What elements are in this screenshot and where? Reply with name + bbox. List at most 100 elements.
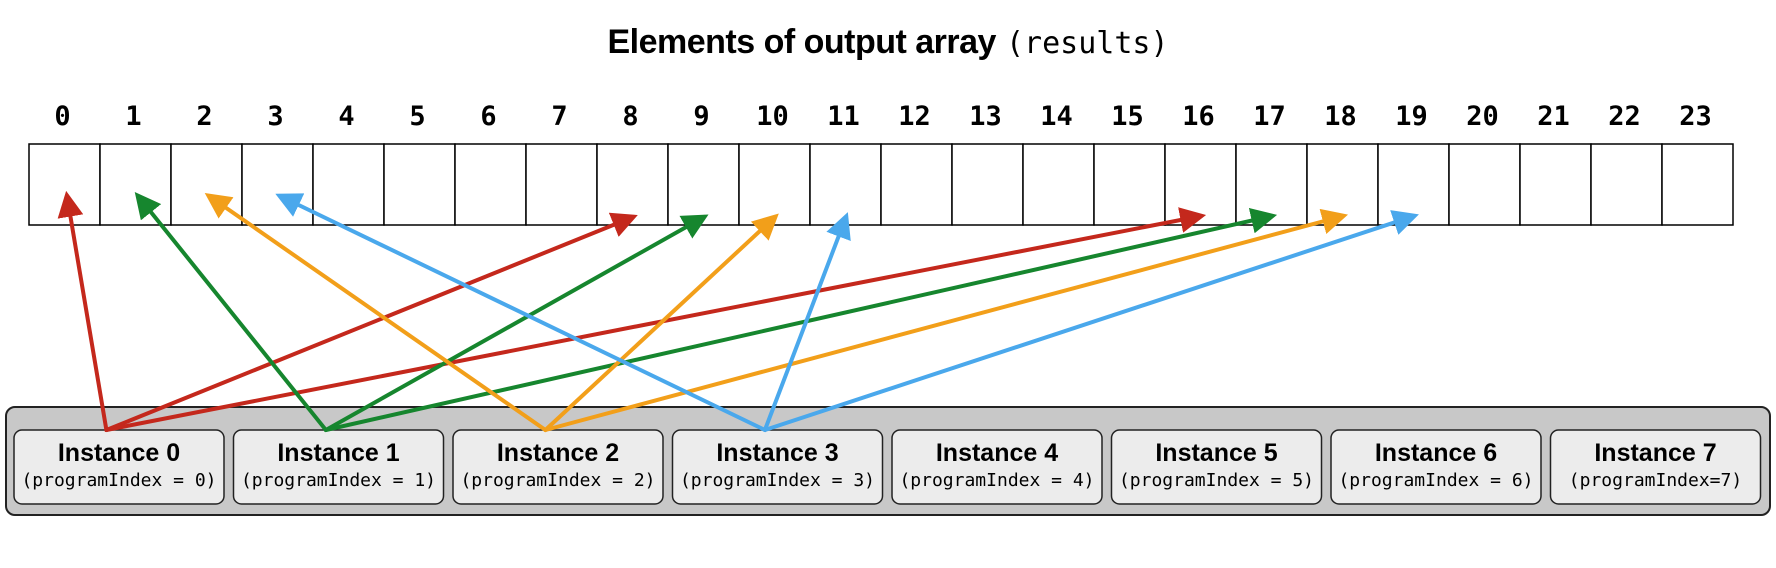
arrow-instance-3-to-element-19 [762,210,1419,432]
instance-program-index: (programIndex = 2) [460,470,655,491]
array-index-23: 23 [1679,101,1712,132]
instance-0: Instance 0 (programIndex = 0) [13,429,225,505]
instance-3: Instance 3 (programIndex = 3) [671,429,884,505]
array-cell-0 [28,143,101,226]
instances-panel [5,406,1771,516]
instance-program-index: (programIndex = 6) [1338,470,1533,491]
array-cell-15 [1093,143,1166,226]
diagram-title: Elements of output array (results) [607,23,1168,61]
instance-2: Instance 2 (programIndex = 2) [452,429,664,505]
arrow-instance-2-to-element-2 [204,193,548,432]
instance-box [452,429,664,505]
array-index-15: 15 [1111,101,1144,132]
array-cell-6 [454,143,527,226]
instance-1: Instance 1 (programIndex = 1) [232,429,445,505]
array-index-1: 1 [125,101,141,132]
array-cell-14 [1022,143,1095,226]
array-index-8: 8 [622,101,638,132]
array-index-5: 5 [409,101,425,132]
array-cell-12 [880,143,953,226]
instance-program-index: (programIndex = 5) [1119,470,1314,491]
array-index-16: 16 [1182,101,1215,132]
array-index-7: 7 [551,101,567,132]
arrow-instance-0-to-element-16 [104,207,1207,432]
instance-program-index: (programIndex = 3) [680,470,875,491]
arrow-instance-0-to-element-0 [57,190,109,432]
instance-box [891,429,1103,505]
array-index-0: 0 [54,101,70,132]
instances-row: Instance 0 (programIndex = 0) Instance 1 (p… [13,429,1762,505]
array-cell-18 [1306,143,1379,226]
array-cell-17 [1235,143,1308,226]
array-cell-10 [738,143,811,226]
array-index-13: 13 [969,101,1002,132]
title-main: Elements of output array [607,23,996,61]
instance-name: Instance 1 [277,439,399,467]
arrow-instance-1-to-element-9 [323,214,709,432]
output-array [28,143,1734,226]
array-index-17: 17 [1253,101,1286,132]
array-index-2: 2 [196,101,212,132]
array-cell-8 [596,143,669,226]
array-index-22: 22 [1608,101,1641,132]
arrow-instance-1-to-element-17 [323,207,1278,432]
array-cell-19 [1377,143,1450,226]
instance-name: Instance 6 [1375,439,1497,467]
instance-box [671,429,884,505]
instance-program-index: (programIndex = 0) [21,470,216,491]
instance-program-index: (programIndex=7) [1569,470,1742,491]
array-cell-1 [99,143,172,226]
array-index-11: 11 [827,101,860,132]
array-index-9: 9 [693,101,709,132]
arrow-instance-0-to-element-8 [104,212,638,432]
instance-box [13,429,225,505]
array-cell-20 [1448,143,1521,226]
arrow-instance-3-to-element-3 [275,193,767,432]
array-cell-21 [1519,143,1592,226]
array-cell-7 [525,143,598,226]
array-index-12: 12 [898,101,931,132]
instance-name: Instance 2 [497,439,619,467]
array-index-6: 6 [480,101,496,132]
title-code: (results) [1006,26,1169,61]
array-index-18: 18 [1324,101,1357,132]
instance-4: Instance 4 (programIndex = 4) [891,429,1103,505]
instance-name: Instance 4 [936,439,1058,467]
instance-box [232,429,445,505]
array-index-4: 4 [338,101,354,132]
array-index-3: 3 [267,101,283,132]
instance-name: Instance 3 [716,439,838,467]
array-cell-16 [1164,143,1237,226]
array-cell-11 [809,143,882,226]
instance-box [1549,429,1762,505]
instance-name: Instance 7 [1594,439,1716,467]
array-cell-13 [951,143,1024,226]
instance-program-index: (programIndex = 1) [241,470,436,491]
array-index-20: 20 [1466,101,1499,132]
instance-5: Instance 5 (programIndex = 5) [1110,429,1323,505]
array-cell-5 [383,143,456,226]
instance-name: Instance 5 [1155,439,1277,467]
instance-box [1110,429,1323,505]
array-cell-3 [241,143,314,226]
arrow-instance-3-to-element-11 [762,212,851,432]
array-cell-9 [667,143,740,226]
array-index-14: 14 [1040,101,1073,132]
array-cell-4 [312,143,385,226]
arrow-instance-1-to-element-1 [134,191,328,432]
mapping-arrows [57,190,1419,432]
array-index-labels: 0 1 2 3 4 5 6 7 8 9 10 11 12 13 14 15 16 17 18 19 20 21 22 23 [54,101,1711,132]
instance-program-index: (programIndex = 4) [899,470,1094,491]
array-index-10: 10 [756,101,789,132]
arrow-instance-2-to-element-18 [543,208,1349,432]
instance-7: Instance 7 (programIndex=7) [1549,429,1762,505]
array-index-19: 19 [1395,101,1428,132]
instance-6: Instance 6 (programIndex = 6) [1330,429,1542,505]
instance-name: Instance 0 [58,439,180,467]
array-index-21: 21 [1537,101,1570,132]
array-cell-23 [1661,143,1734,226]
arrow-instance-2-to-element-10 [543,213,779,432]
instance-box [1330,429,1542,505]
array-cell-22 [1590,143,1663,226]
